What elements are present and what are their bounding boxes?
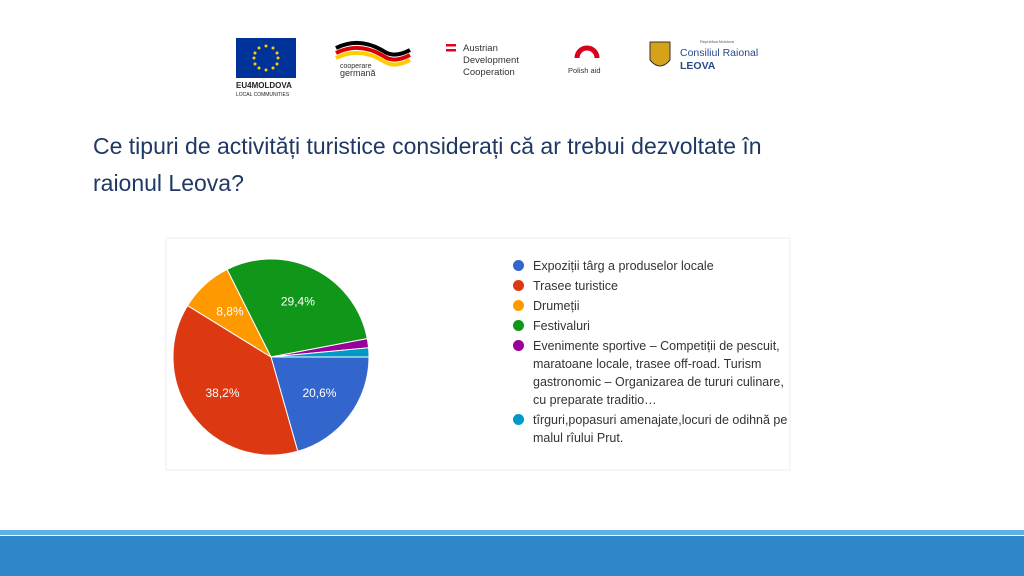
pie-slice bbox=[270, 347, 370, 358]
logo-text: Development bbox=[463, 55, 519, 66]
pie: 20,6% 38,2% 8,8% 29,4% bbox=[172, 258, 370, 456]
logo-text: Austrian bbox=[463, 43, 498, 54]
eu-stars bbox=[252, 44, 280, 72]
footer-band bbox=[0, 536, 1024, 576]
chart-frame bbox=[165, 237, 791, 471]
legend-entry: Drumeții bbox=[513, 297, 788, 315]
legend-swatch bbox=[513, 300, 524, 311]
legend-label: Drumeții bbox=[533, 299, 580, 313]
legend-label: tîrguri,popasuri amenajate,locuri de odi… bbox=[533, 413, 788, 445]
logo-arc bbox=[574, 45, 600, 59]
logo-text: Cooperation bbox=[463, 67, 515, 78]
legend-label: Trasee turistice bbox=[533, 279, 618, 293]
legend-swatch bbox=[513, 260, 524, 271]
legend-swatch bbox=[513, 340, 524, 351]
legend-label: Evenimente sportive – Competiții de pesc… bbox=[533, 339, 784, 407]
data-label: 29,4% bbox=[281, 295, 315, 309]
legend-entry: Trasee turistice bbox=[513, 277, 788, 295]
legend-swatch bbox=[513, 280, 524, 291]
logo-text: Consiliul Raional bbox=[680, 47, 758, 59]
pie-slice bbox=[172, 304, 299, 456]
legend: Expoziții târg a produselor locale Trasee… bbox=[513, 257, 788, 449]
legend-entry: Evenimente sportive – Competiții de pesc… bbox=[513, 337, 788, 409]
legend-swatch bbox=[513, 320, 524, 331]
eu-flag bbox=[236, 38, 296, 78]
logo-flag bbox=[446, 44, 456, 47]
logo-text: EU4MOLDOVA bbox=[236, 81, 292, 90]
legend-label: Festivaluri bbox=[533, 319, 590, 333]
logo-shield bbox=[649, 41, 671, 67]
logo-text: germană bbox=[340, 68, 376, 78]
logo-text: LOCAL COMMUNITIES bbox=[236, 92, 290, 98]
data-label: 20,6% bbox=[302, 386, 336, 400]
logo-text: LEOVA bbox=[680, 60, 716, 72]
data-label: 38,2% bbox=[206, 386, 240, 400]
logo-ribbon bbox=[335, 50, 411, 67]
legend-entry: Festivaluri bbox=[513, 317, 788, 335]
footer-line bbox=[0, 530, 1024, 535]
legend-label: Expoziții târg a produselor locale bbox=[533, 259, 714, 273]
logo-flag bbox=[446, 49, 456, 52]
slide-title: Ce tipuri de activități turistice consid… bbox=[93, 133, 762, 196]
data-label: 8,8% bbox=[216, 304, 244, 318]
logo-text: cooperare bbox=[340, 63, 372, 70]
legend-swatch bbox=[513, 414, 524, 425]
logo-text: Polish aid bbox=[568, 66, 601, 75]
logo-ribbon bbox=[335, 45, 411, 62]
legend-entry: Expoziții târg a produselor locale bbox=[513, 257, 788, 275]
pie-slice bbox=[270, 356, 370, 452]
logo-ribbon bbox=[335, 40, 411, 57]
pie-slice bbox=[226, 258, 368, 358]
logo-text: Republica Moldova bbox=[700, 39, 735, 44]
legend-entry: tîrguri,popasuri amenajate,locuri de odi… bbox=[513, 411, 788, 447]
